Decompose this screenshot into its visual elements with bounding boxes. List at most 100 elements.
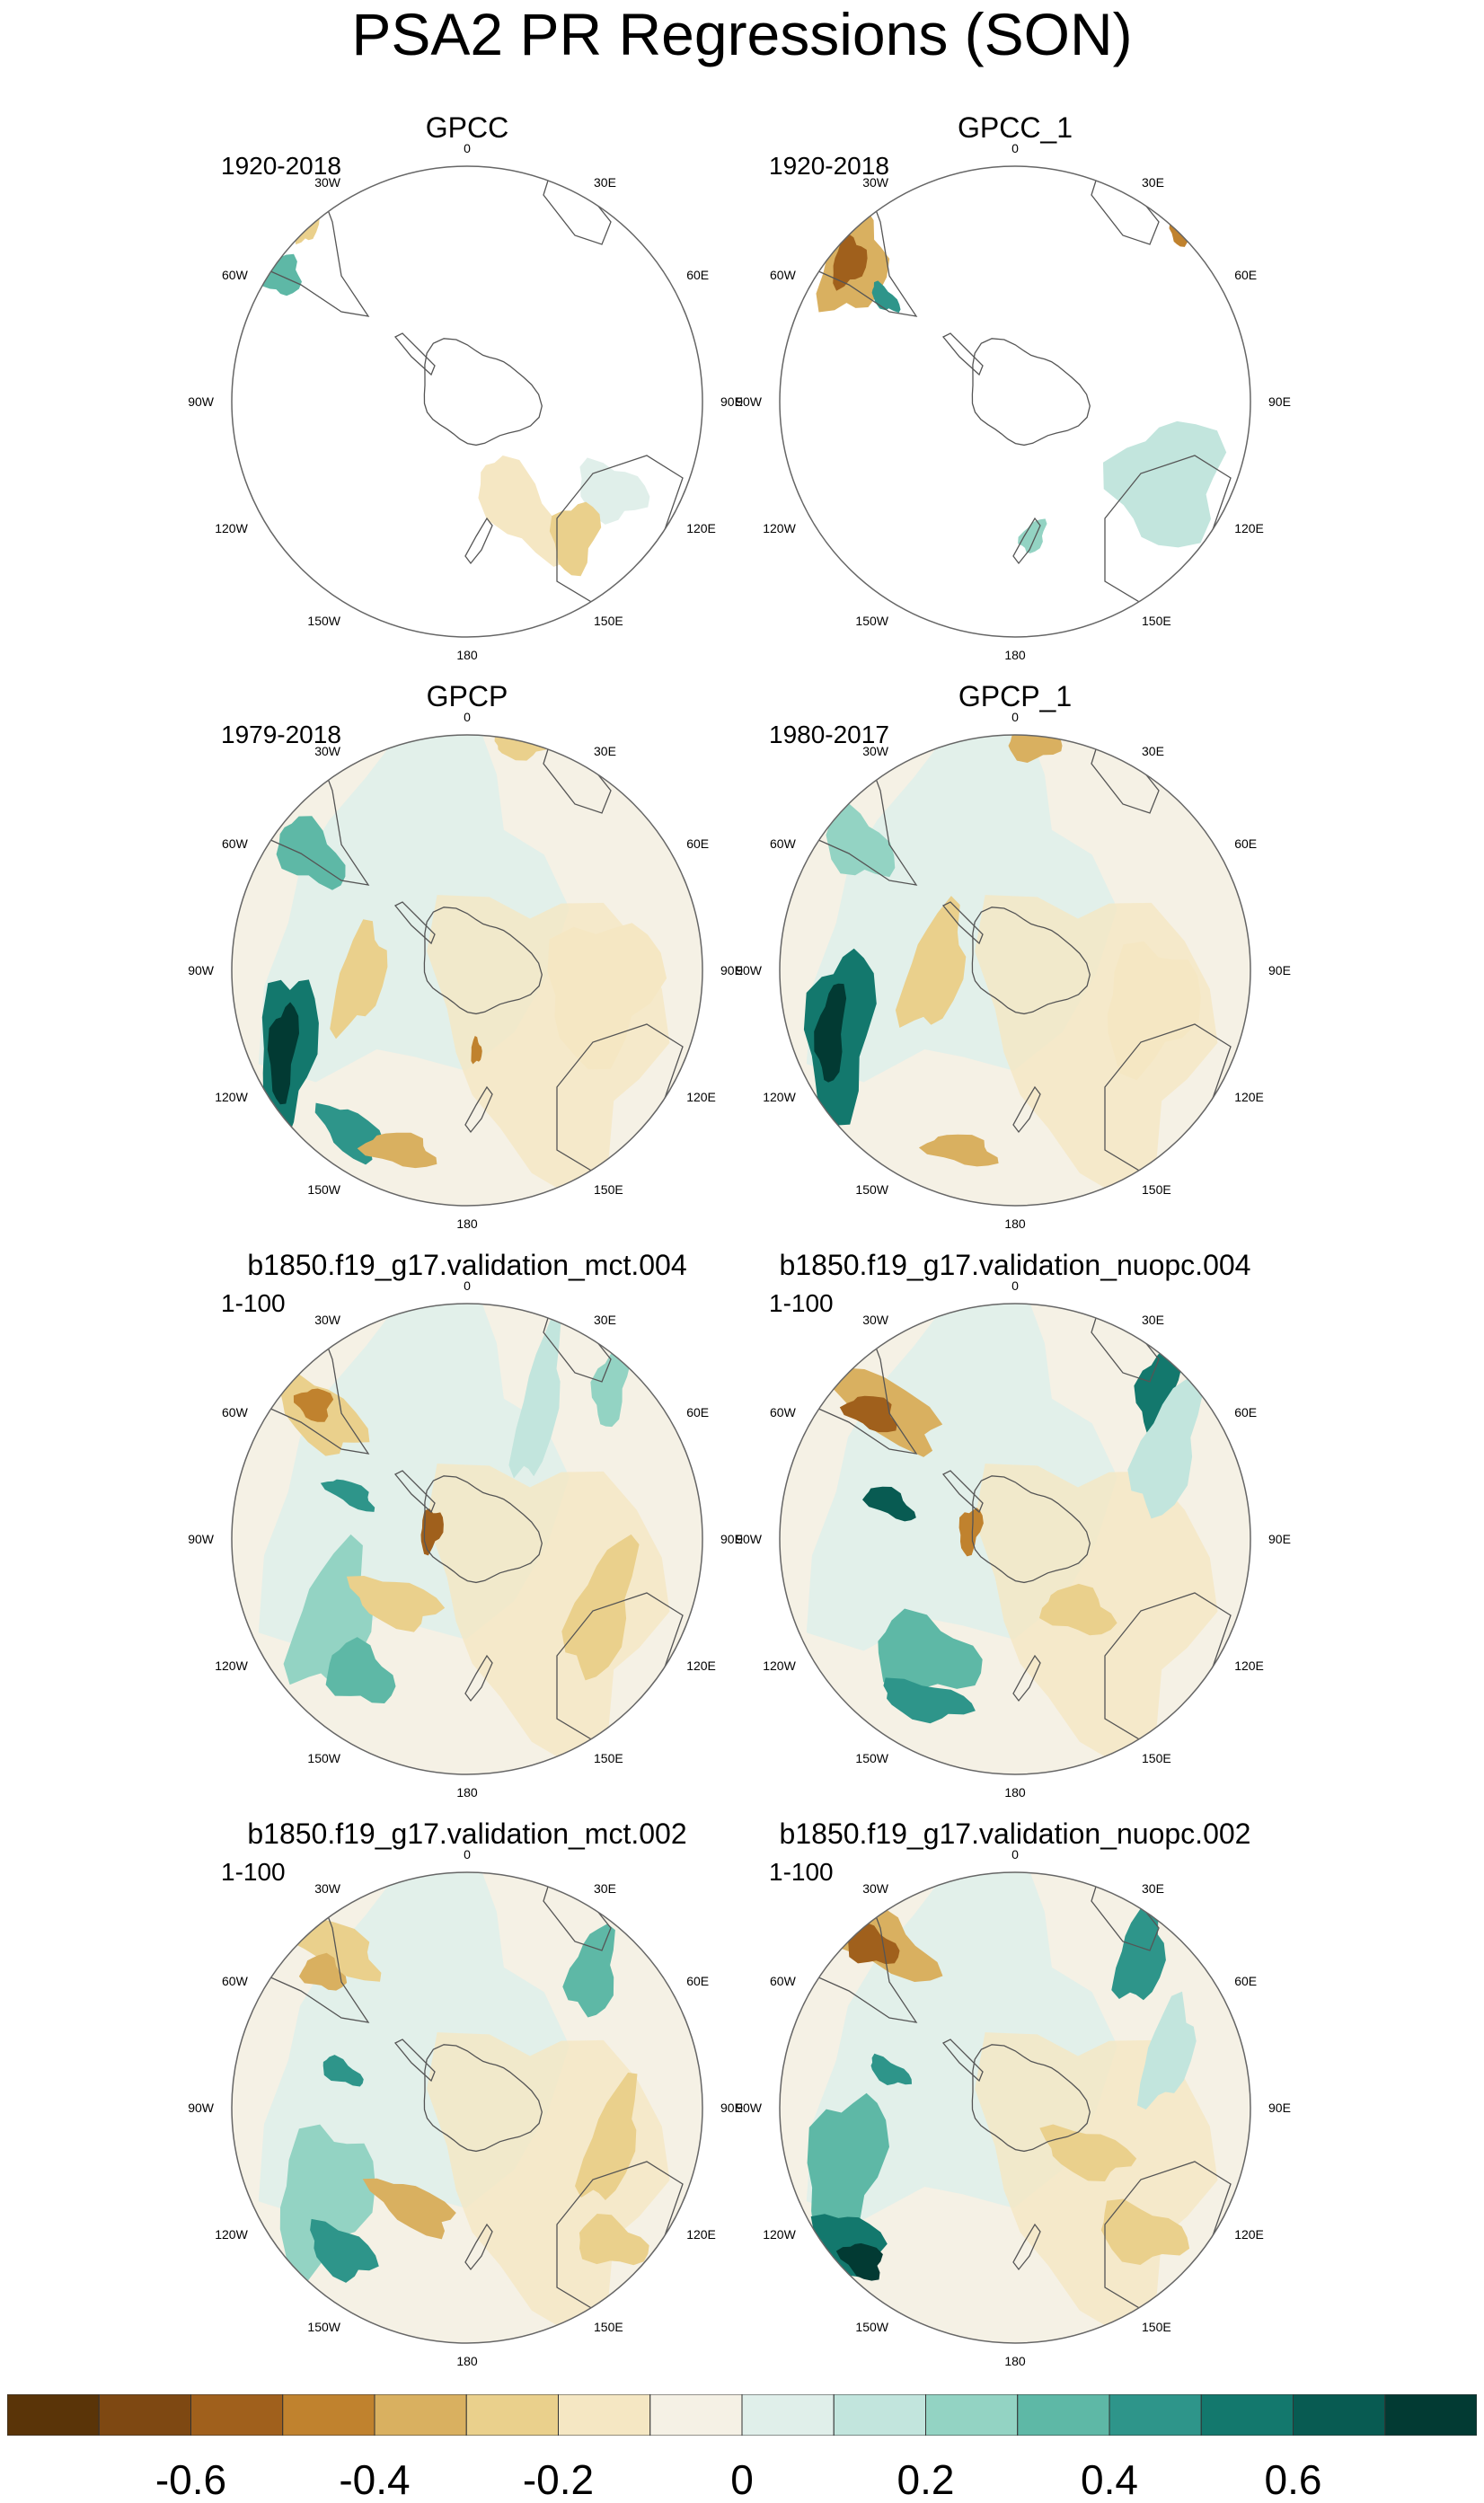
longitude-label: 120W: [763, 521, 796, 535]
polar-map: 0 30E 60E 90E 120E 150E 180 150W 120W 90W 60W 30W: [737, 1278, 1291, 1800]
longitude-label: 60W: [222, 1974, 249, 1988]
polar-map: 0 30E 60E 90E 120E 150E 180 150W 120W 90W 60W 30W: [737, 710, 1291, 1231]
polar-map: 0 30E 60E 90E 120E 150E 180 150W 120W 90W 60W 30W: [189, 710, 743, 1231]
longitude-label: 120W: [763, 1658, 796, 1673]
panel-title: GPCP_1: [958, 680, 1073, 712]
colorbar-swatch: [1384, 2394, 1477, 2436]
panel-period: 1-100: [769, 1289, 834, 1317]
panel-period: 1-100: [769, 1858, 834, 1886]
contour-region: [579, 2214, 649, 2266]
map-panel: GPCC_1 1920-2018 0 30E 60E 90E 120E 150E 180 15…: [737, 110, 1294, 667]
panel-period: 1920-2018: [221, 152, 341, 180]
coastline: [971, 2044, 1091, 2153]
longitude-label: 180: [1004, 2354, 1026, 2368]
contour-region: [862, 1486, 916, 1522]
longitude-label: 30W: [862, 744, 889, 758]
contour-region: [1100, 2198, 1190, 2265]
polar-map: 0 30E 60E 90E 120E 150E 180 150W 120W 90W 60W 30W: [189, 1847, 743, 2368]
map-boundary: [779, 165, 1251, 638]
coastline: [941, 1470, 984, 1514]
longitude-label: 0: [1011, 141, 1019, 155]
map-panel: b1850.f19_g17.validation_nuopc.002 1-100…: [737, 1816, 1294, 2373]
panel-period: 1920-2018: [769, 152, 889, 180]
longitude-label: 150E: [1142, 1182, 1171, 1197]
longitude-label: 60W: [222, 268, 249, 282]
contour-region: [279, 2124, 375, 2282]
longitude-label: 180: [1004, 1216, 1026, 1231]
longitude-label: 150E: [1142, 614, 1171, 628]
map-panel: b1850.f19_g17.validation_mct.002 1-100 0…: [189, 1816, 746, 2373]
precip-field: [258, 1304, 670, 1769]
longitude-label: 150E: [1142, 1751, 1171, 1765]
panel-period: 1980-2017: [769, 721, 889, 748]
longitude-label: 120W: [215, 521, 248, 535]
map-boundary: [231, 1871, 703, 2344]
polar-map: 0 30E 60E 90E 120E 150E 180 150W 120W 90W 60W 30W: [189, 141, 743, 662]
map-panel: b1850.f19_g17.validation_mct.004 1-100 0…: [189, 1247, 746, 1804]
longitude-label: 120E: [1234, 521, 1264, 535]
colorbar-swatch: [7, 2394, 100, 2436]
longitude-label: 30W: [314, 175, 341, 190]
longitude-label: 120E: [686, 2227, 716, 2242]
contour-region: [878, 1608, 983, 1694]
panel-title: b1850.f19_g17.validation_nuopc.004: [779, 1249, 1251, 1281]
longitude-label: 30W: [862, 1881, 889, 1896]
contour-region: [1127, 1372, 1206, 1519]
colorbar-label: -0.6: [155, 2456, 227, 2503]
longitude-label: 60E: [1234, 836, 1257, 851]
longitude-label: 120W: [763, 1090, 796, 1104]
longitude-label: 90E: [1268, 963, 1291, 977]
longitude-label: 120W: [215, 2227, 248, 2242]
map-boundary: [231, 734, 703, 1207]
colorbar-swatch: [558, 2394, 651, 2436]
colorbar-swatch: [1293, 2394, 1386, 2436]
longitude-label: 90W: [189, 963, 215, 977]
coastline: [464, 1654, 493, 1703]
longitude-label: 120E: [686, 1090, 716, 1104]
colorbar-label: 0.6: [1264, 2456, 1322, 2503]
contour-region: [298, 1952, 348, 1991]
longitude-label: 120W: [215, 1658, 248, 1673]
longitude-label: 90E: [1268, 2101, 1291, 2115]
longitude-label: 120E: [686, 521, 716, 535]
longitude-label: 150E: [594, 614, 623, 628]
contour-region: [848, 1921, 900, 1965]
longitude-label: 120E: [1234, 1658, 1264, 1673]
coastline: [393, 2039, 436, 2083]
map-boundary: [231, 1303, 703, 1775]
longitude-label: 150W: [307, 1182, 340, 1197]
coastline: [1012, 1085, 1041, 1134]
panel-title: b1850.f19_g17.validation_mct.002: [247, 1818, 687, 1850]
contour-region: [975, 2032, 1218, 2338]
colorbar-label: 0.4: [1081, 2456, 1138, 2503]
contour-region: [918, 1134, 999, 1167]
contour-region: [420, 1508, 444, 1556]
contour-region: [883, 1677, 976, 1724]
coastline: [1012, 1654, 1041, 1703]
colorbar-label: 0.2: [897, 2456, 955, 2503]
longitude-label: 60W: [770, 836, 797, 851]
contour-region: [1136, 1991, 1197, 2109]
map-background: [780, 166, 1250, 637]
longitude-label: 30E: [1142, 1313, 1164, 1327]
precip-field: [258, 1872, 670, 2338]
longitude-label: 30E: [1142, 744, 1164, 758]
coastline: [393, 1470, 436, 1514]
longitude-label: 120E: [1234, 2227, 1264, 2242]
longitude-label: 90E: [720, 2101, 743, 2115]
contour-region: [346, 1576, 446, 1632]
map-boundary: [779, 1303, 1251, 1775]
longitude-label: 60W: [222, 836, 249, 851]
longitude-label: 180: [456, 1785, 478, 1800]
longitude-label: 0: [1011, 710, 1019, 724]
colorbar-swatch: [649, 2394, 743, 2436]
longitude-label: 90W: [189, 1532, 215, 1546]
longitude-label: 150W: [307, 2320, 340, 2334]
contour-region: [322, 2055, 364, 2087]
longitude-label: 30W: [862, 175, 889, 190]
polar-map: 0 30E 60E 90E 120E 150E 180 150W 120W 90W 60W 30W: [737, 1847, 1291, 2368]
coastline: [393, 901, 436, 945]
panel-title: GPCC: [425, 111, 509, 144]
longitude-label: 0: [464, 141, 471, 155]
contour-region: [1111, 1897, 1166, 2001]
